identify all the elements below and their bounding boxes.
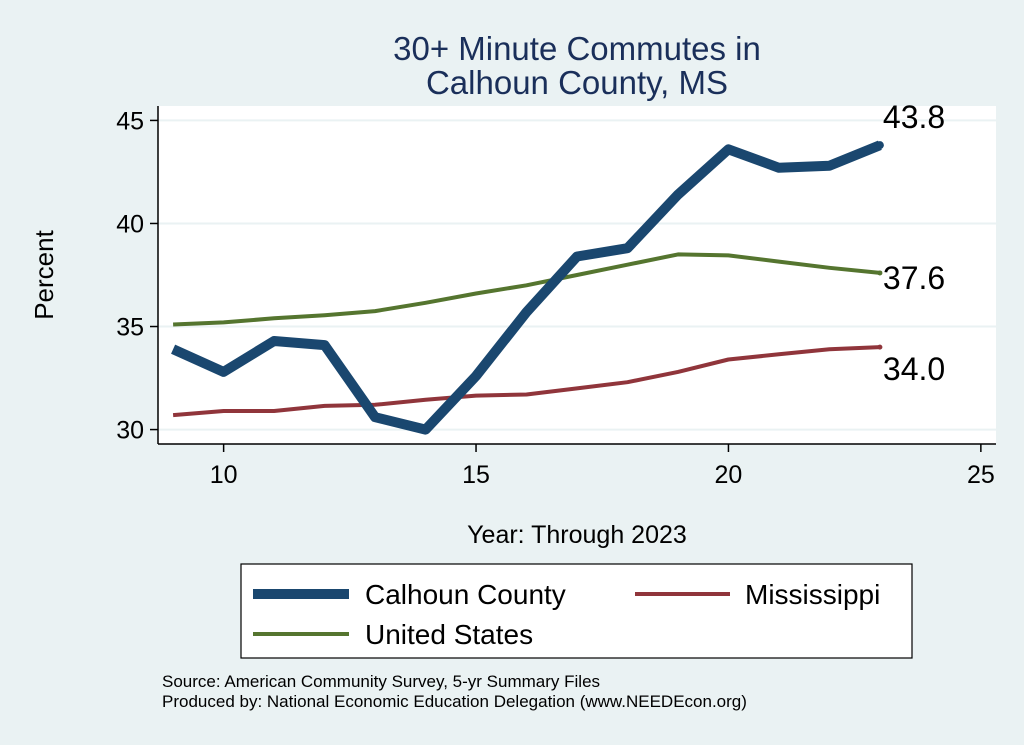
series-end-marker bbox=[877, 270, 883, 276]
producer-note: Produced by: National Economic Education… bbox=[162, 692, 747, 711]
x-axis-label: Year: Through 2023 bbox=[467, 521, 687, 549]
y-tick-label: 45 bbox=[116, 107, 144, 135]
series-line-united-states bbox=[173, 252, 881, 327]
series-line-mississippi bbox=[172, 345, 880, 418]
end-value-label: 43.8 bbox=[883, 99, 945, 135]
y-tick-label: 30 bbox=[116, 417, 144, 445]
legend-label: Calhoun County bbox=[365, 579, 566, 610]
series-end-marker bbox=[877, 344, 883, 350]
x-tick-label: 10 bbox=[210, 461, 238, 489]
source-note: Source: American Community Survey, 5-yr … bbox=[162, 672, 601, 691]
series-line-calhoun-county bbox=[171, 140, 882, 435]
x-tick-label: 15 bbox=[462, 461, 490, 489]
end-value-label: 37.6 bbox=[883, 260, 945, 296]
end-value-label: 34.0 bbox=[883, 351, 945, 387]
chart-title-line: Calhoun County, MS bbox=[426, 64, 728, 101]
x-tick-label: 25 bbox=[967, 461, 995, 489]
chart-title-line: 30+ Minute Commutes in bbox=[393, 30, 761, 67]
y-axis-label: Percent bbox=[29, 229, 59, 319]
legend-box bbox=[240, 563, 913, 659]
legend-label: United States bbox=[365, 619, 533, 650]
series-end-marker bbox=[875, 141, 884, 150]
y-tick-label: 35 bbox=[116, 314, 144, 342]
x-tick-label: 20 bbox=[715, 461, 743, 489]
y-tick-label: 40 bbox=[116, 210, 144, 238]
legend-label: Mississippi bbox=[745, 579, 880, 610]
